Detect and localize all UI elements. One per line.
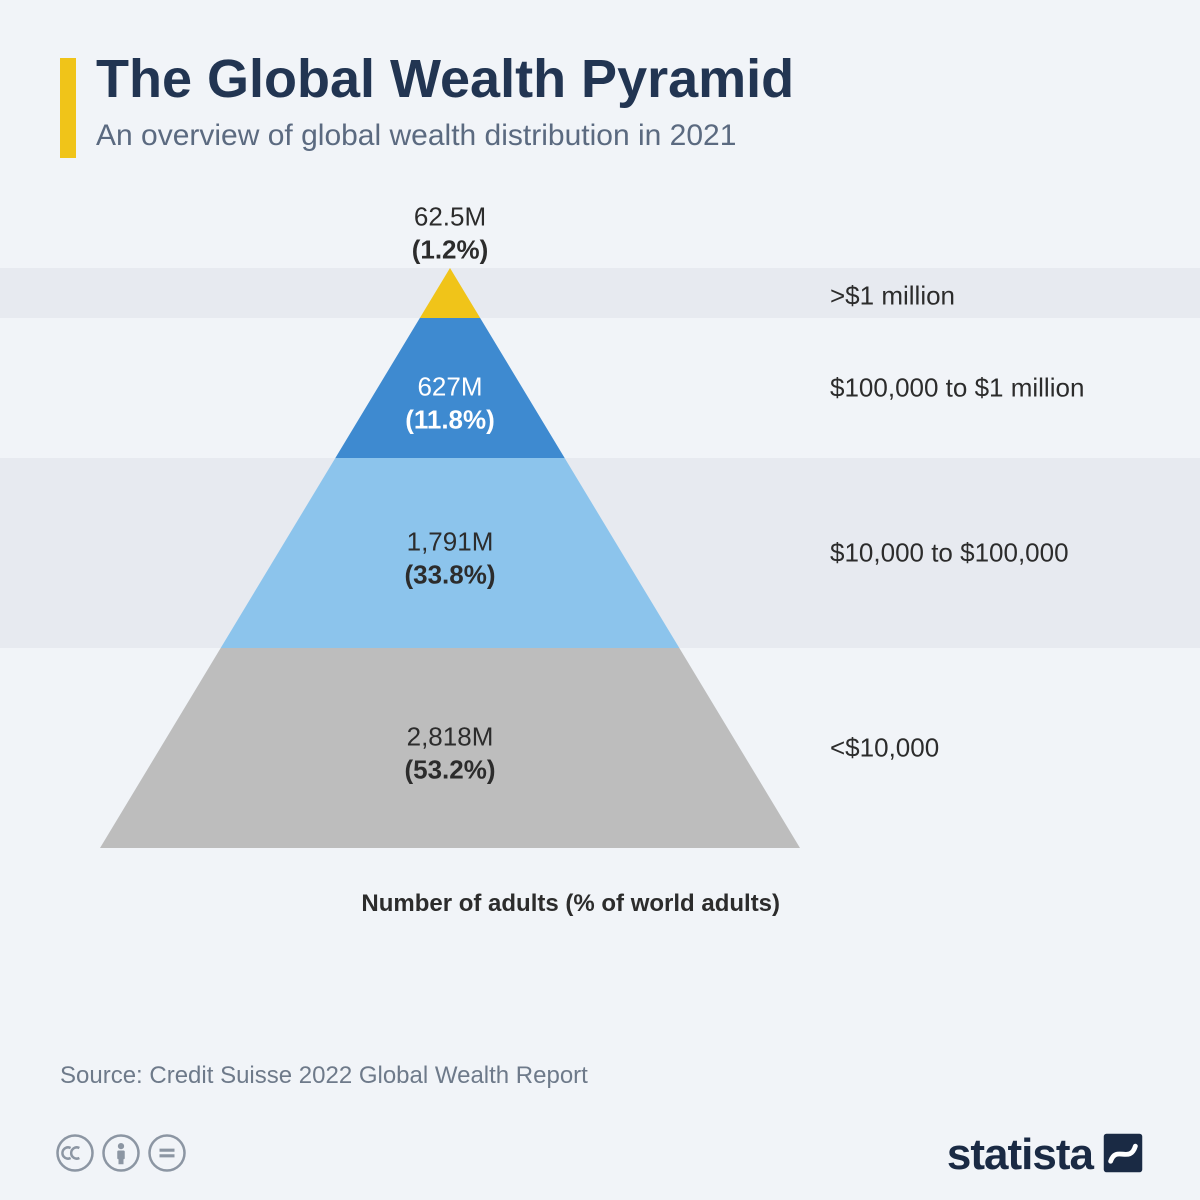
accent-bar [60, 58, 76, 158]
tier-count: 62.5M [414, 202, 486, 232]
chart-band [0, 268, 1200, 318]
pyramid-chart: 62.5M(1.2%) >$1 million 627M(11.8%) $100,00… [0, 188, 1200, 928]
tier-percent: (53.2%) [404, 754, 495, 784]
tier-count: 1,791M [407, 527, 494, 557]
header: The Global Wealth Pyramid An overview of… [0, 0, 1200, 178]
brand-mark-icon [1101, 1131, 1145, 1175]
cc-nd-icon [147, 1133, 187, 1173]
tier-range-t3: $10,000 to $100,000 [830, 538, 1069, 569]
tier-range-t2: $100,000 to $1 million [830, 373, 1084, 404]
tier-percent: (11.8%) [405, 404, 495, 434]
tier-count: 2,818M [407, 722, 494, 752]
cc-by-icon [101, 1133, 141, 1173]
axis-label: Number of adults (% of world adults) [361, 890, 780, 918]
tier-label-t1: 62.5M(1.2%) [300, 201, 600, 266]
cc-icon [55, 1133, 95, 1173]
tier-range-t4: <$10,000 [830, 733, 939, 764]
tier-label-t3: 1,791M(33.8%) [300, 526, 600, 591]
tier-label-t2: 627M(11.8%) [300, 371, 600, 436]
brand-logo: statista [947, 1125, 1145, 1180]
tier-range-t1: >$1 million [830, 281, 955, 312]
license-icons [55, 1133, 187, 1173]
tier-percent: (33.8%) [404, 559, 495, 589]
footer: statista [0, 1120, 1200, 1200]
tier-count: 627M [417, 372, 482, 402]
tier-label-t4: 2,818M(53.2%) [300, 721, 600, 786]
title-block: The Global Wealth Pyramid An overview of… [96, 50, 1140, 153]
page-subtitle: An overview of global wealth distributio… [96, 119, 1140, 153]
source-text: Source: Credit Suisse 2022 Global Wealth… [60, 1062, 588, 1090]
brand-text: statista [947, 1130, 1093, 1180]
tier-percent: (1.2%) [412, 234, 489, 264]
page-title: The Global Wealth Pyramid [96, 50, 1140, 109]
